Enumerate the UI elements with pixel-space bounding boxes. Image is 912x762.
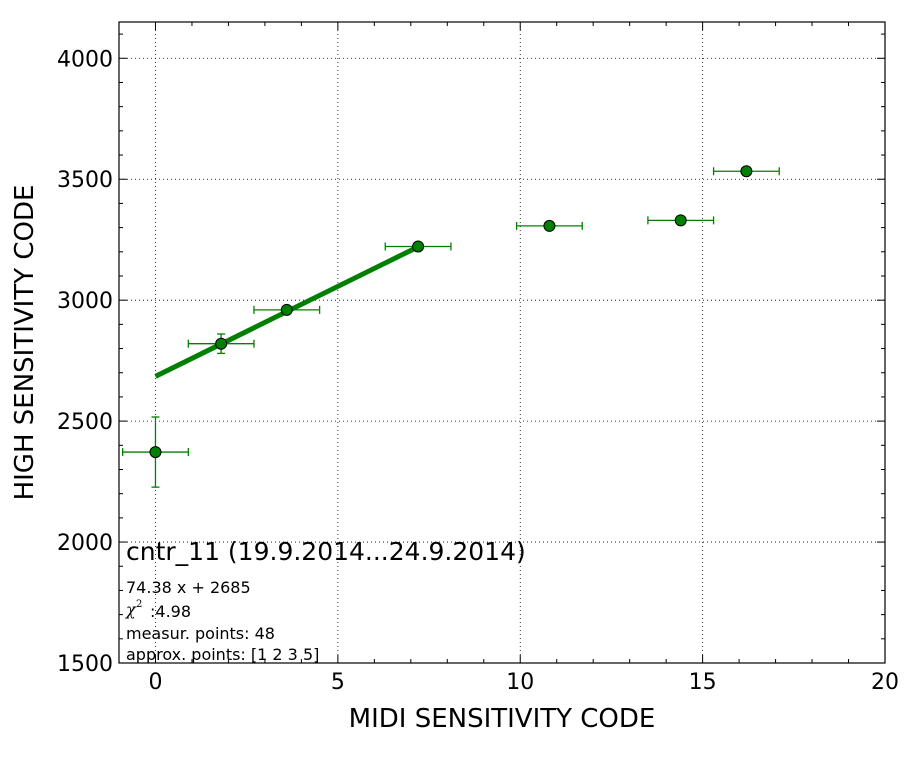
data-point bbox=[149, 446, 162, 459]
y-tick-labels: 1500 2000 2500 3000 3500 4000 bbox=[57, 47, 113, 677]
annotation-chi-value: :4.98 bbox=[150, 602, 191, 621]
data-point bbox=[674, 214, 687, 227]
x-tick-label: 5 bbox=[331, 670, 345, 695]
minor-ticks bbox=[118, 22, 885, 663]
y-axis-title: HIGH SENSITIVITY CODE bbox=[10, 185, 40, 501]
major-ticks bbox=[119, 22, 886, 664]
x-tick-label: 15 bbox=[689, 670, 717, 695]
data-point bbox=[412, 240, 425, 253]
data-point bbox=[280, 303, 293, 316]
data-point bbox=[740, 165, 753, 178]
y-tick-label: 3000 bbox=[57, 289, 113, 314]
annotation-approx-points: approx. points: [1 2 3 5] bbox=[126, 645, 319, 664]
y-tick-label: 2000 bbox=[57, 531, 113, 556]
annotation-chi-symbol: χ bbox=[125, 600, 137, 619]
plot-frame bbox=[118, 21, 886, 664]
y-tick-label: 2500 bbox=[57, 410, 113, 435]
annotation-measured-points: measur. points: 48 bbox=[126, 624, 275, 643]
x-tick-label: 0 bbox=[148, 670, 162, 695]
annotation-block: cntr_11 (19.9.2014...24.9.2014) 74.38 x … bbox=[125, 537, 526, 664]
data-point bbox=[215, 337, 228, 350]
x-tick-labels: 0 5 10 15 20 bbox=[148, 670, 899, 695]
data-point bbox=[543, 219, 556, 232]
x-axis-title: MIDI SENSITIVITY CODE bbox=[349, 704, 656, 734]
annotation-chi-superscript: 2 bbox=[136, 599, 142, 610]
annotation-fit-equation: 74.38 x + 2685 bbox=[126, 578, 251, 597]
x-tick-label: 10 bbox=[506, 670, 534, 695]
y-tick-label: 4000 bbox=[57, 47, 113, 72]
y-tick-label: 3500 bbox=[57, 168, 113, 193]
data-points bbox=[149, 165, 753, 459]
annotation-title: cntr_11 (19.9.2014...24.9.2014) bbox=[126, 537, 526, 566]
grid-lines bbox=[119, 22, 885, 663]
x-tick-label: 20 bbox=[871, 670, 899, 695]
y-tick-label: 1500 bbox=[57, 652, 113, 677]
